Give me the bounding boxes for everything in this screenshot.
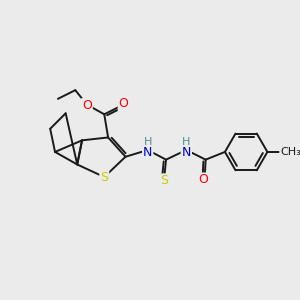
Text: O: O (118, 97, 128, 110)
Text: N: N (182, 146, 191, 159)
Text: CH₃: CH₃ (280, 147, 300, 157)
Text: O: O (82, 99, 92, 112)
Text: H: H (143, 137, 152, 147)
Text: O: O (198, 173, 208, 186)
Text: S: S (100, 170, 108, 184)
Text: H: H (182, 137, 190, 147)
Text: N: N (143, 146, 152, 159)
Text: S: S (160, 174, 168, 188)
